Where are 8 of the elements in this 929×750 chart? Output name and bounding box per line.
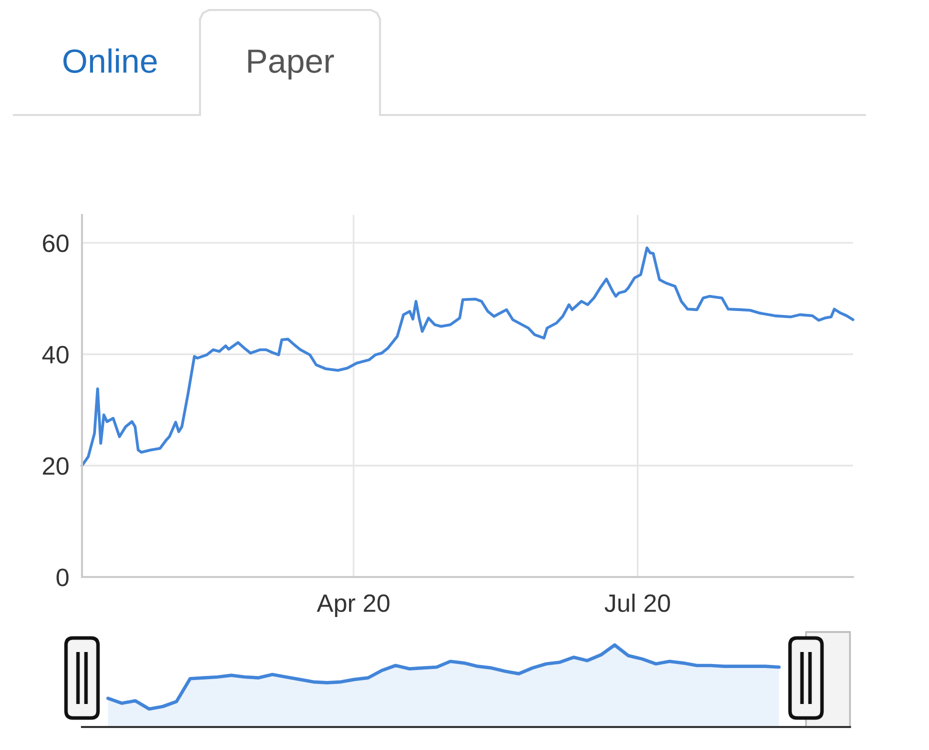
x-tick-label: Jul 20 — [604, 594, 670, 612]
x-tick-label: Apr 20 — [316, 594, 390, 617]
y-tick-label: 60 — [42, 234, 69, 252]
text: Online — [63, 48, 157, 73]
line-series — [80, 246, 854, 468]
y-tick-label: 40 — [42, 346, 69, 364]
y-tick-label: 20 — [42, 457, 69, 475]
y-tick-label: 0 — [56, 568, 69, 586]
